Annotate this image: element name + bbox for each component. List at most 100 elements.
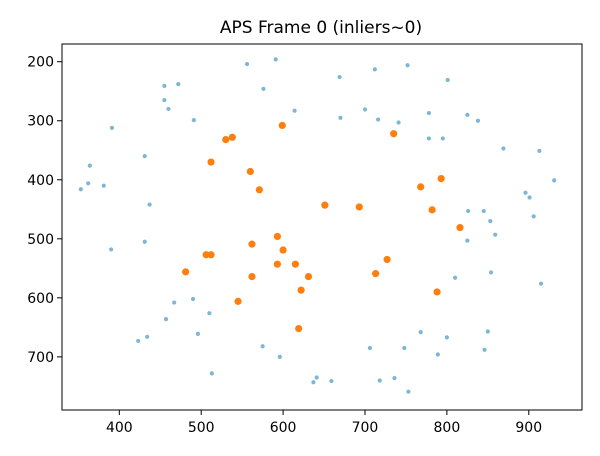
scatter-point-s0-30 [552,178,557,183]
scatter-point-s1-18 [207,251,215,259]
scatter-point-s0-17 [426,110,431,116]
x-tick-label-800: 800 [434,420,461,436]
scatter-point-s0-23 [142,154,147,159]
scatter-point-s0-51 [195,331,201,336]
scatter-point-s1-22 [304,272,313,281]
scatter-point-s0-31 [523,190,528,195]
scatter-point-s1-27 [234,297,242,305]
y-tick-label-300: 300 [27,114,54,130]
scatter-point-s0-47 [163,316,169,322]
scatter-point-s0-7 [176,82,181,87]
scatter-point-s1-9 [321,201,329,209]
scatter-point-s0-14 [338,115,343,120]
scatter-point-s1-28 [295,324,303,333]
scatter-point-s0-28 [101,183,106,188]
scatter-point-s1-23 [383,255,391,264]
scatter-point-s0-9 [162,97,167,103]
scatter-point-s1-14 [248,240,256,248]
scatter-point-s0-63 [329,378,334,384]
scatter-point-s1-26 [433,288,441,296]
scatter-point-s0-58 [444,335,449,340]
scatter-point-s0-66 [392,376,397,381]
scatter-point-s0-42 [489,270,494,275]
scatter-point-s0-16 [396,120,401,125]
plot-area [61,43,583,411]
points-layer [78,57,557,394]
scatter-point-s0-24 [501,146,506,151]
x-tick-label-500: 500 [188,420,215,436]
y-tick-label-200: 200 [27,55,54,71]
scatter-point-s0-62 [314,375,319,380]
scatter-point-s1-10 [355,203,363,211]
scatter-point-s0-50 [136,338,141,344]
scatter-point-s0-6 [162,83,167,89]
scatter-point-s0-48 [207,311,212,316]
x-tick-label-900: 900 [515,420,542,436]
scatter-point-s0-10 [166,106,171,112]
y-tick-label-500: 500 [27,232,54,248]
scatter-point-s0-35 [481,208,486,214]
scatter-point-s0-0 [244,61,250,67]
scatter-point-s0-15 [375,117,381,122]
scatter-point-s0-18 [465,112,470,117]
y-tick-label-600: 600 [27,291,54,307]
scatter-point-s0-11 [191,118,196,123]
scatter-point-s0-57 [418,329,423,335]
scatter-point-s0-20 [426,136,431,141]
scatter-point-s1-24 [372,270,380,278]
scatter-point-s0-33 [147,202,152,207]
scatter-point-s0-39 [465,238,470,243]
scatter-point-s0-12 [292,108,297,113]
scatter-point-s0-38 [493,232,498,237]
scatter-point-s1-6 [255,186,263,194]
x-tick-label-700: 700 [352,420,379,436]
scatter-point-s0-1 [273,57,278,62]
scatter-point-s1-7 [417,183,425,191]
scatter-point-s0-29 [78,187,83,192]
scatter-point-s1-20 [291,260,299,268]
scatter-point-s1-3 [390,130,398,138]
scatter-point-s0-43 [452,275,458,280]
chart-title: APS Frame 0 (inliers~0) [220,18,422,38]
scatter-point-s0-25 [537,148,542,153]
scatter-point-s0-59 [435,352,440,357]
scatter-point-s1-5 [246,167,254,176]
x-axis: 400 500 600 700 800 900 [106,410,542,436]
scatter-point-s0-37 [531,214,536,219]
scatter-point-s1-21 [248,272,256,281]
scatter-point-s1-2 [228,133,236,141]
scatter-point-s0-3 [405,63,410,68]
scatter-point-s0-2 [372,67,377,72]
scatter-point-s1-19 [273,260,281,268]
scatter-point-s0-19 [475,118,481,123]
scatter-point-s0-60 [485,329,490,334]
scatter-point-s0-44 [538,281,544,286]
scatter-point-s0-8 [261,86,266,91]
x-tick-label-400: 400 [106,420,133,436]
scatter-point-s0-34 [466,208,471,214]
axes-frame [61,43,583,411]
scatter-point-s0-27 [86,181,91,186]
scatter-point-s1-1 [222,136,230,144]
scatter-point-s0-64 [311,380,316,385]
scatter-point-s0-21 [440,136,445,141]
scatter-point-s0-41 [142,239,147,244]
scatter-point-s1-0 [278,121,286,130]
scatter-point-s0-61 [482,347,487,352]
scatter-point-s1-13 [273,232,281,241]
scatter-point-s1-11 [428,206,436,214]
scatter-point-s1-8 [437,174,445,183]
y-tick-label-700: 700 [27,350,54,366]
scatter-point-s0-67 [406,389,411,394]
y-axis: 200 300 400 500 600 700 [27,55,62,366]
scatter-point-s0-40 [109,247,114,252]
x-tick-label-600: 600 [270,420,297,436]
scatter-point-s1-15 [279,246,287,254]
scatter-point-s0-5 [445,77,450,83]
scatter-point-s0-56 [402,345,407,351]
scatter-point-s0-4 [337,74,342,80]
scatter-point-s0-13 [362,107,368,112]
scatter-point-s0-26 [87,163,92,168]
